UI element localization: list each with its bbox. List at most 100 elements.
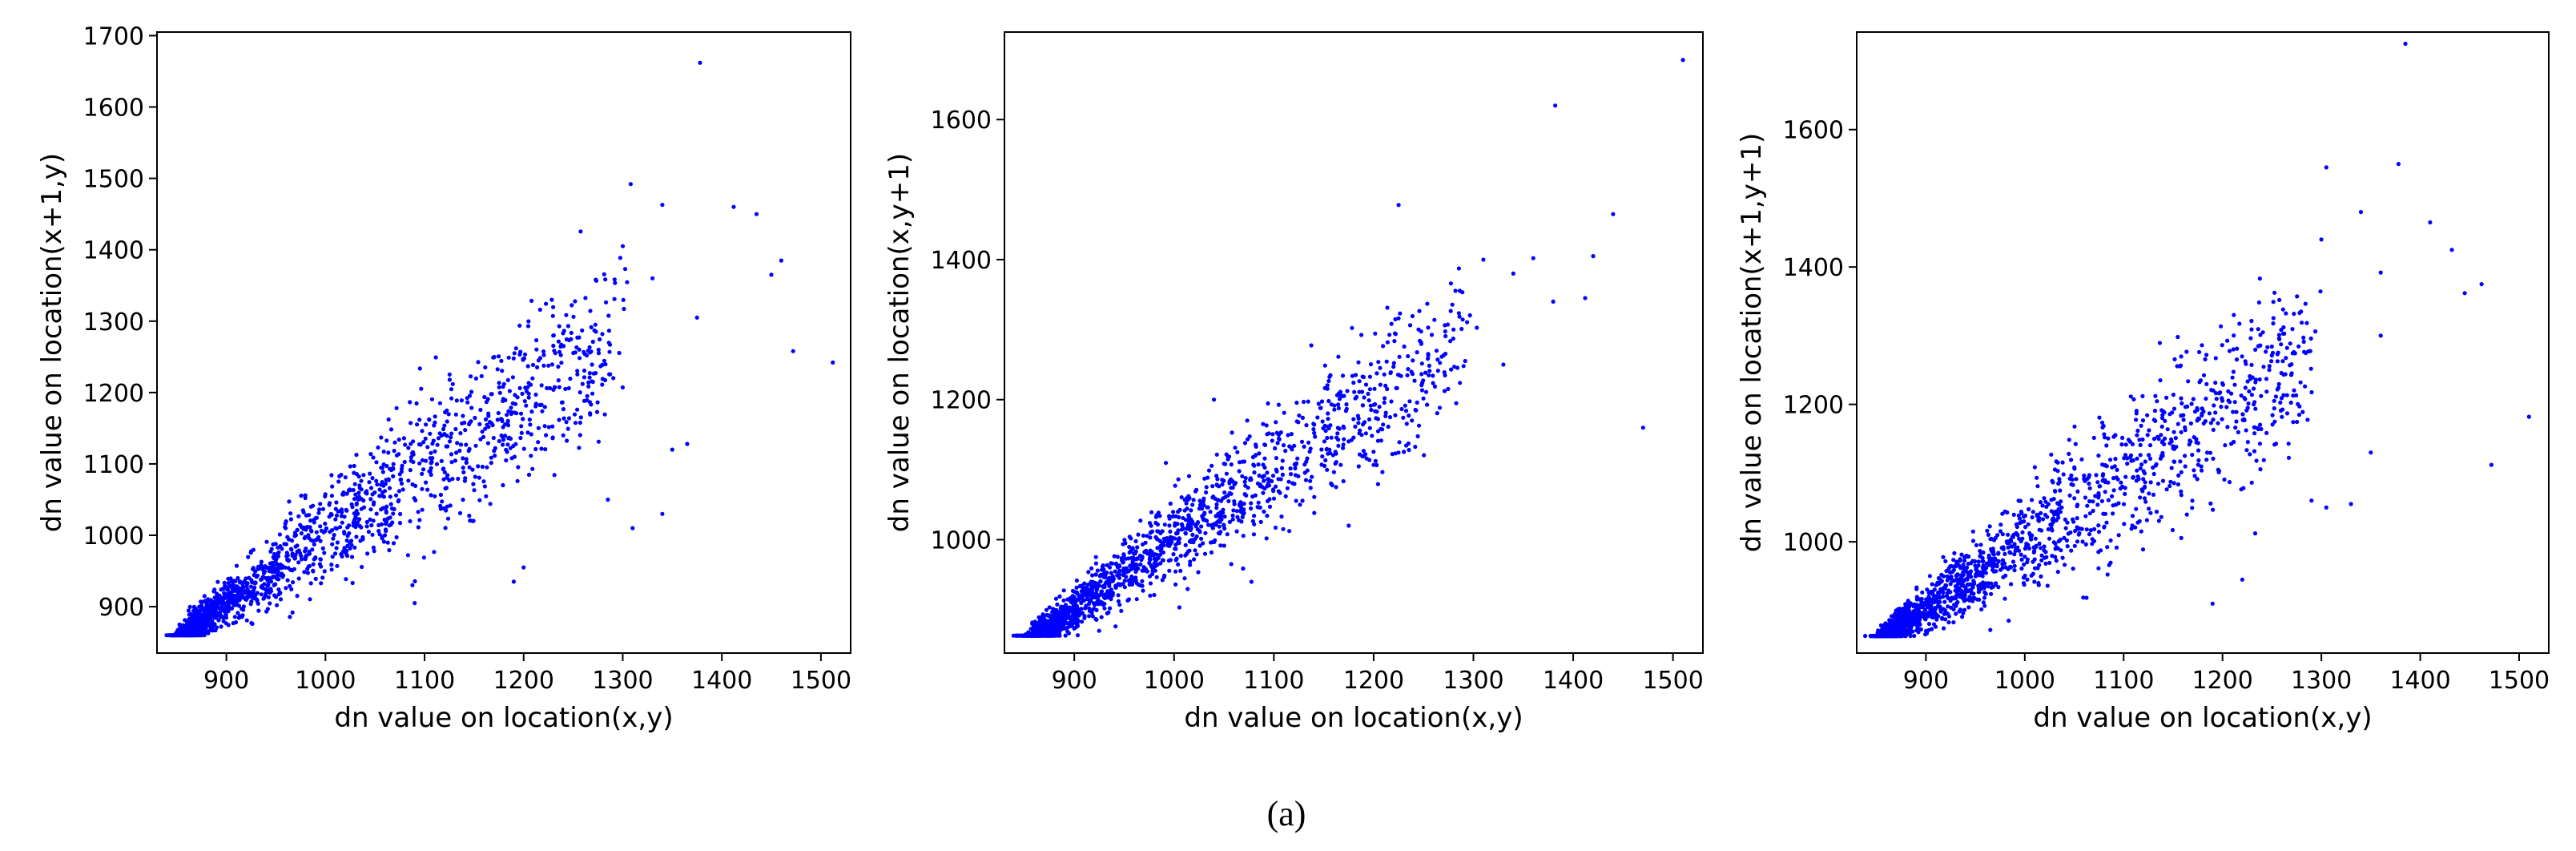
scatter-point: [477, 421, 482, 427]
scatter-point: [284, 586, 288, 591]
scatter-point: [2252, 386, 2256, 391]
scatter-point: [482, 484, 488, 489]
scatter-point: [1096, 593, 1101, 598]
scatter-point: [1344, 402, 1349, 407]
scatter-point: [1252, 463, 1257, 468]
scatter-point: [266, 595, 271, 599]
scatter-point: [2099, 498, 2104, 504]
scatter-point: [1049, 627, 1054, 632]
scatter-point: [1164, 461, 1169, 466]
scatter-point: [2039, 558, 2044, 563]
scatter-point: [1203, 530, 1208, 535]
scatter-point: [2147, 506, 2151, 511]
scatter-point: [1177, 507, 1182, 512]
scatter-point: [501, 385, 505, 389]
scatter-point: [2228, 400, 2232, 405]
scatter-point: [1230, 430, 1234, 435]
scatter-point: [504, 458, 509, 463]
scatter-point: [1313, 434, 1318, 439]
scatter-point: [1402, 450, 1407, 454]
scatter-point: [1338, 389, 1343, 394]
scatter-point: [1363, 452, 1368, 457]
scatter-point: [1386, 424, 1391, 430]
scatter-point: [1912, 634, 1917, 639]
scatter-point: [186, 608, 191, 613]
scatter-point: [1171, 552, 1176, 557]
scatter-point: [410, 450, 416, 454]
scatter-point: [1943, 559, 1948, 563]
scatter-point: [1116, 599, 1121, 603]
scatter-point: [1941, 594, 1946, 599]
scatter-point: [2276, 333, 2281, 337]
y-axis-label: dn value on location(x+1,y): [36, 153, 68, 532]
scatter-point: [2114, 475, 2119, 480]
scatter-point: [556, 365, 561, 369]
scatter-point: [356, 474, 361, 479]
scatter-point: [1459, 326, 1464, 332]
scatter-point: [518, 411, 524, 416]
scatter-point: [1511, 271, 1515, 276]
scatter-point: [384, 438, 389, 443]
scatter-point: [1122, 538, 1127, 542]
scatter-point: [1334, 393, 1339, 397]
scatter-point: [353, 514, 358, 519]
scatter-point: [1963, 577, 1968, 582]
scatter-point: [1942, 599, 1947, 604]
scatter-point: [310, 547, 315, 552]
scatter-point: [521, 565, 526, 570]
scatter-point: [2220, 417, 2224, 421]
scatter-point: [1378, 382, 1383, 387]
scatter-point: [265, 607, 270, 611]
scatter-point: [416, 510, 421, 514]
scatter-point: [1921, 611, 1926, 615]
scatter-point: [2169, 466, 2174, 470]
scatter-point: [544, 433, 549, 438]
scatter-point: [1266, 498, 1270, 504]
scatter-point: [1262, 474, 1266, 478]
scatter-point: [435, 442, 440, 447]
scatter-point: [594, 277, 598, 282]
scatter-point: [264, 539, 269, 544]
scatter-point: [606, 497, 610, 502]
scatter-point: [2203, 419, 2208, 424]
scatter-point: [1451, 327, 1456, 332]
scatter-point: [1384, 359, 1389, 364]
scatter-point: [296, 576, 301, 581]
scatter-point: [409, 442, 413, 446]
scatter-point: [2050, 554, 2055, 559]
x-tick-label: 1000: [1144, 667, 1205, 695]
scatter-point: [582, 368, 587, 373]
scatter-point: [2233, 426, 2238, 430]
scatter-point: [449, 452, 454, 457]
scatter-point: [443, 526, 448, 530]
scatter-point: [539, 383, 544, 388]
scatter-point: [2154, 510, 2159, 514]
scatter-point: [1289, 432, 1294, 437]
scatter-point: [544, 301, 549, 306]
scatter-point: [429, 493, 433, 498]
scatter-point: [2171, 393, 2176, 397]
scatter-point: [2039, 553, 2044, 558]
scatter-point: [500, 418, 505, 424]
scatter-point: [1066, 611, 1071, 615]
scatter-point: [333, 506, 338, 511]
scatter-point: [1266, 401, 1270, 406]
scatter-point: [214, 615, 219, 620]
scatter-point: [513, 401, 518, 406]
scatter-point: [2232, 440, 2236, 445]
scatter-point: [1223, 462, 1228, 466]
scatter-panel-middle: 900 1000 1100 1200 1300 1400 15001000120014001…: [883, 31, 1704, 734]
scatter-point: [1040, 612, 1045, 617]
scatter-point: [521, 357, 525, 362]
scatter-point: [353, 492, 358, 497]
scatter-point: [383, 482, 388, 486]
scatter-point: [1355, 413, 1360, 418]
scatter-point: [2176, 421, 2180, 426]
scatter-point: [2055, 460, 2060, 465]
scatter-point: [1237, 518, 1242, 522]
scatter-point: [441, 477, 446, 482]
scatter-point: [574, 345, 579, 350]
scatter-point: [324, 526, 328, 531]
scatter-point: [336, 479, 341, 484]
scatter-point: [1375, 429, 1381, 434]
